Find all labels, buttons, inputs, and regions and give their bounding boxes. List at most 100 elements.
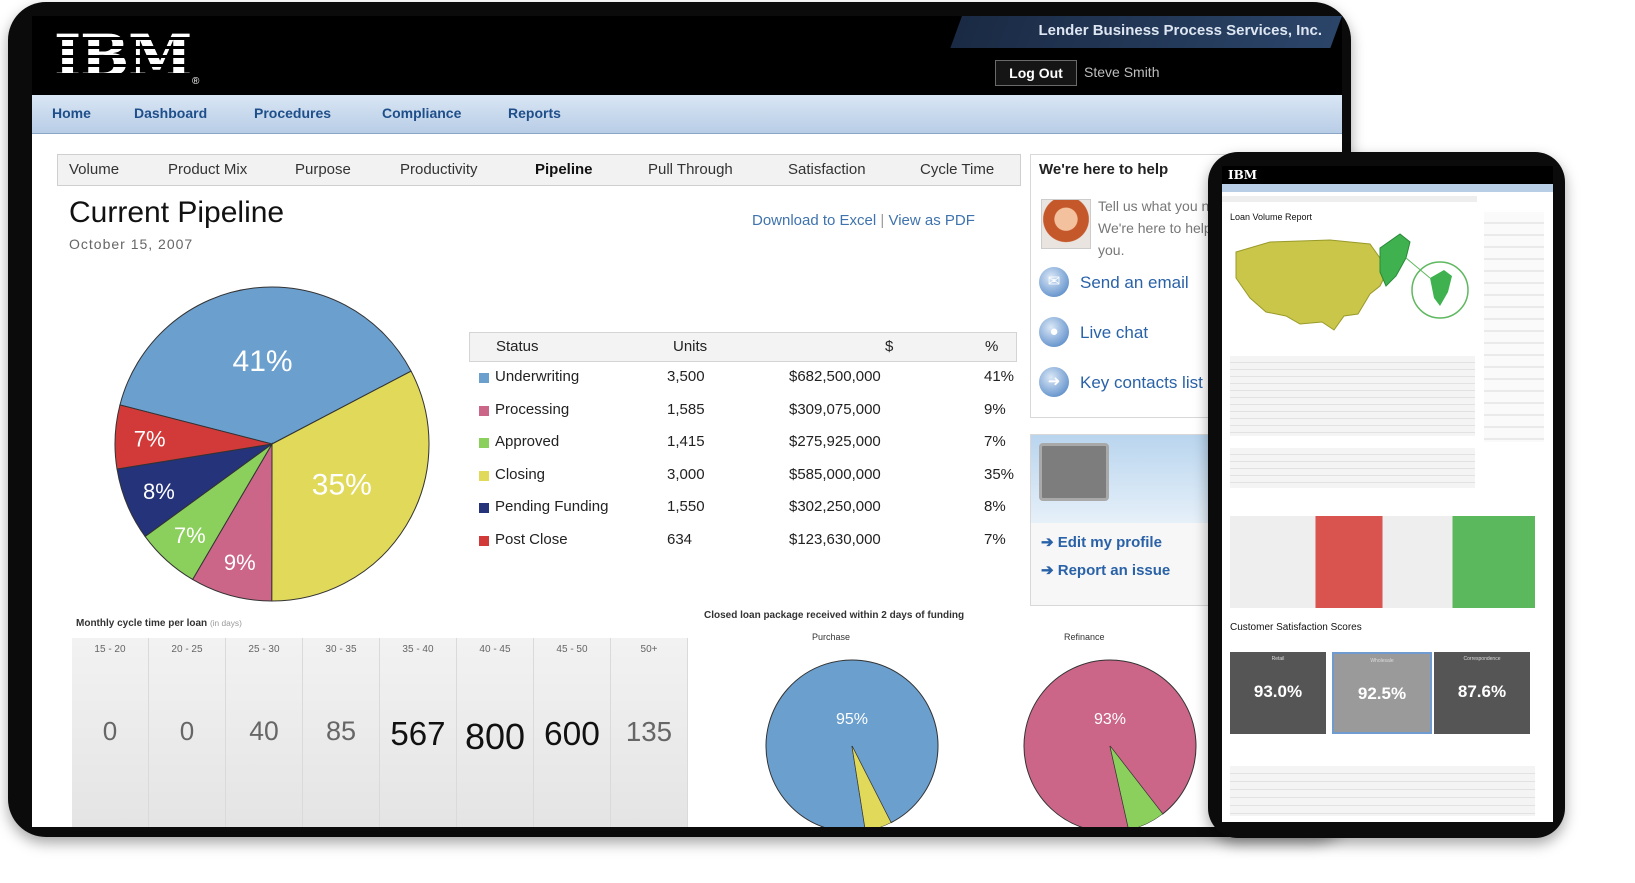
refinance-label: Refinance (1064, 632, 1105, 642)
edit-profile-label[interactable]: Edit my profile (1057, 534, 1162, 551)
tablet-frame: IBM Loan Volume Report Customer Satisfac… (1208, 152, 1565, 838)
cycle-range-label: 50+ (640, 644, 658, 655)
score-value: 93.0% (1253, 682, 1303, 701)
avatar (1041, 199, 1091, 249)
cycle-time-title: Monthly cycle time per loan (in days) (76, 618, 242, 629)
table-row: Closing 3,000 $585,000,000 35% (469, 460, 1017, 493)
tablet-help-panel (1484, 212, 1544, 442)
cycle-column: 15 - 20 0 (72, 638, 149, 827)
registered-mark: ® (192, 76, 200, 87)
tab-productivity[interactable]: Productivity (400, 161, 478, 178)
cell-amount: $275,925,000 (789, 433, 881, 450)
cell-pct: 35% (984, 465, 1015, 483)
nav-dashboard[interactable]: Dashboard (134, 105, 208, 121)
table-body: Underwriting 3,500 $682,500,000 41% Processi… (469, 362, 1017, 557)
sub-tabs: Volume Product Mix Purpose Productivity … (57, 154, 1021, 186)
pie-slice-closing (271, 370, 430, 602)
cycle-value: 40 (249, 716, 279, 746)
cell-units: 634 (667, 530, 693, 548)
cell-amount: $302,250,000 (789, 498, 881, 515)
cell-status: Processing (495, 400, 570, 418)
tab-satisfaction[interactable]: Satisfaction (788, 161, 866, 178)
logout-button[interactable]: Log Out (995, 60, 1077, 86)
report-issue-label[interactable]: Report an issue (1057, 562, 1171, 579)
edit-profile-link[interactable]: ➔ Edit my profile (1041, 533, 1162, 551)
header-status: Status (496, 338, 539, 355)
send-email-label[interactable]: Send an email (1080, 273, 1189, 292)
legend-swatch (479, 470, 489, 481)
tablet-screen: IBM Loan Volume Report Customer Satisfac… (1222, 166, 1553, 822)
nav-home[interactable]: Home (52, 105, 91, 121)
mail-icon: ✉ (1039, 267, 1069, 297)
cycle-column: 50+ 135 (611, 638, 688, 827)
score-value: 87.6% (1457, 682, 1507, 701)
cycle-value: 135 (625, 716, 673, 747)
cell-amount: $585,000,000 (789, 465, 881, 483)
cell-status: Underwriting (495, 368, 580, 385)
cycle-column: 45 - 50 600 (534, 638, 611, 827)
cycle-time-title-text: Monthly cycle time per loan (76, 618, 208, 629)
arrow-icon: ➔ (1041, 562, 1058, 579)
view-pdf-link[interactable]: View as PDF (888, 212, 975, 229)
tab-volume[interactable]: Volume (69, 161, 120, 178)
cycle-range-label: 40 - 45 (479, 644, 511, 655)
table-row: Underwriting 3,500 $682,500,000 41% (469, 362, 1017, 395)
laptop-frame: IBM ® Lender Business Process Services, … (8, 2, 1351, 837)
tablet-report-title: Loan Volume Report (1230, 212, 1313, 222)
live-chat-label[interactable]: Live chat (1080, 323, 1149, 342)
pipeline-table: Status Units $ % Underwriting 3,500 $682,5… (469, 332, 1017, 557)
mini-pie-slice-rest (851, 745, 892, 827)
nav-reports[interactable]: Reports (508, 105, 561, 121)
cycle-value: 0 (102, 716, 118, 746)
score-value: 92.5% (1357, 684, 1407, 703)
tab-product-mix[interactable]: Product Mix (168, 161, 248, 178)
header-pct: % (985, 338, 999, 355)
cell-pct: 41% (984, 368, 1015, 385)
table-row: Approved 1,415 $275,925,000 7% (469, 427, 1017, 460)
key-contacts-label[interactable]: Key contacts list (1080, 373, 1203, 392)
score-card-retail: Retail 93.0% (1230, 652, 1326, 734)
mini-pie-slice-main (1023, 659, 1197, 827)
nav-procedures[interactable]: Procedures (254, 105, 332, 121)
cell-status: Post Close (495, 530, 568, 548)
score-label: Wholesale (1370, 658, 1394, 664)
ibm-logo[interactable]: IBM (54, 22, 192, 90)
cell-pct: 8% (984, 498, 1006, 515)
report-issue-link[interactable]: ➔ Report an issue (1041, 561, 1170, 579)
tab-purpose[interactable]: Purpose (295, 161, 351, 178)
legend-swatch (479, 405, 489, 416)
table-row: Pending Funding 1,550 $302,250,000 8% (469, 492, 1017, 525)
cycle-range-label: 20 - 25 (171, 644, 203, 655)
legend-swatch (479, 503, 489, 513)
us-map-graphic (1235, 233, 1469, 331)
mini-pie-slice-rest (1109, 745, 1164, 827)
legend-swatch (479, 373, 489, 383)
cycle-value: 800 (464, 716, 526, 757)
page-title: Current Pipeline (69, 196, 285, 229)
arrow-right-icon: ➜ (1039, 367, 1069, 397)
header-amount: $ (885, 338, 894, 355)
tab-cycle-time[interactable]: Cycle Time (920, 161, 995, 178)
tab-pipeline[interactable]: Pipeline (535, 161, 593, 178)
cell-status: Approved (495, 433, 560, 450)
tab-pull-through[interactable]: Pull Through (648, 161, 733, 178)
help-text: Tell us what you need. We're here to hel… (1098, 198, 1237, 258)
nav-compliance[interactable]: Compliance (382, 105, 462, 121)
legend-swatch (479, 438, 489, 448)
pie-label: 8% (143, 479, 175, 504)
tablet-nav (1222, 184, 1553, 192)
mini-pie-label: 95% (836, 711, 868, 728)
download-excel-link[interactable]: Download to Excel (752, 212, 877, 229)
main-nav: Home Dashboard Procedures Compliance Rep… (32, 95, 1342, 134)
tablet-pipeline-time-table (1230, 516, 1535, 608)
cycle-range-label: 25 - 30 (248, 644, 280, 655)
purchase-label: Purchase (812, 632, 851, 642)
cycle-column: 40 - 45 800 (457, 638, 534, 827)
top-bar: IBM ® Lender Business Process Services, … (32, 16, 1342, 95)
profile-picture (1039, 443, 1109, 501)
cell-amount: $123,630,000 (789, 530, 881, 548)
tablet-sub-tabs (1222, 196, 1477, 202)
arrow-icon: ➔ (1041, 534, 1058, 551)
tablet-satisfaction-title: Customer Satisfaction Scores (1230, 622, 1362, 633)
laptop-screen: IBM ® Lender Business Process Services, … (32, 16, 1342, 827)
